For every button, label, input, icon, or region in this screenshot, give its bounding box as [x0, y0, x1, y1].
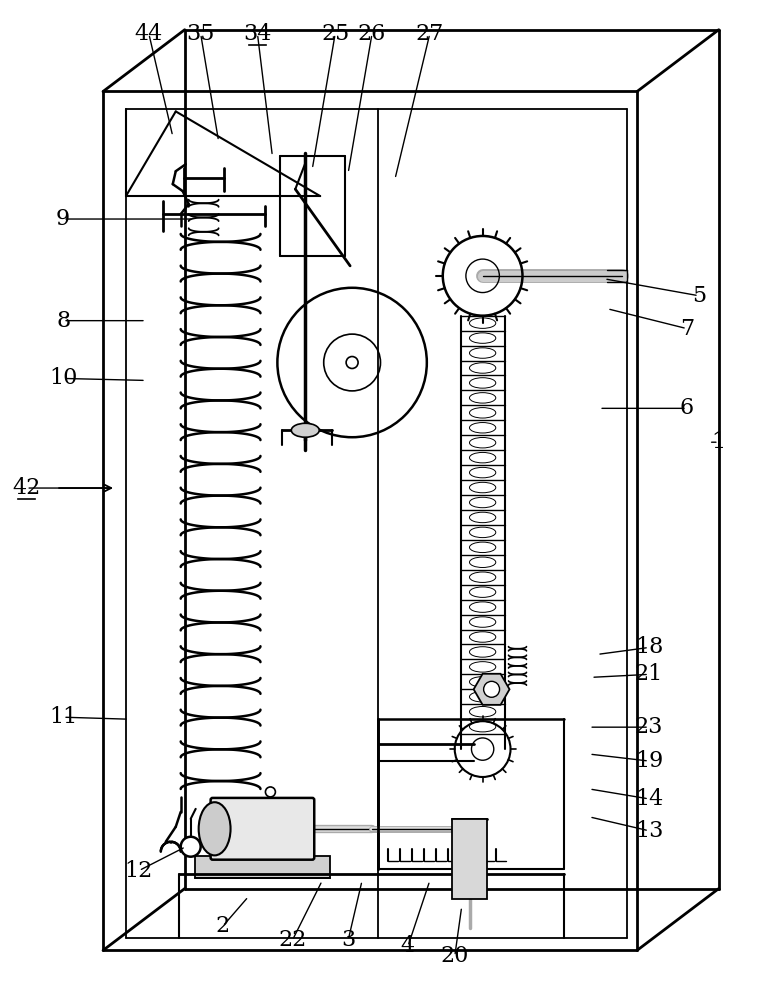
Ellipse shape: [291, 423, 319, 437]
Circle shape: [265, 787, 275, 797]
Polygon shape: [474, 674, 510, 705]
Text: 14: 14: [635, 788, 663, 810]
Text: 4: 4: [401, 935, 415, 957]
Text: 12: 12: [125, 860, 153, 882]
Text: 7: 7: [680, 318, 694, 340]
Text: 21: 21: [635, 663, 663, 685]
Circle shape: [346, 357, 358, 368]
Text: 8: 8: [56, 310, 70, 332]
Text: 10: 10: [49, 367, 78, 389]
Circle shape: [484, 681, 500, 697]
Text: 23: 23: [635, 716, 663, 738]
Text: 6: 6: [680, 397, 694, 419]
FancyBboxPatch shape: [210, 798, 314, 860]
Text: 35: 35: [187, 23, 215, 45]
Text: 44: 44: [135, 23, 163, 45]
Text: 42: 42: [12, 477, 40, 499]
Text: 19: 19: [635, 750, 663, 772]
Text: 18: 18: [635, 636, 663, 658]
Text: 3: 3: [341, 929, 355, 951]
Text: 20: 20: [440, 945, 469, 967]
Text: 11: 11: [49, 706, 77, 728]
Text: 27: 27: [416, 23, 444, 45]
Bar: [194, 856, 330, 878]
Bar: [452, 819, 487, 899]
Text: 5: 5: [692, 285, 706, 307]
Text: 25: 25: [321, 23, 349, 45]
Ellipse shape: [199, 802, 231, 855]
Text: 22: 22: [278, 929, 306, 951]
Text: 34: 34: [243, 23, 271, 45]
Text: 2: 2: [216, 915, 229, 937]
Text: 9: 9: [56, 208, 70, 230]
Text: 1: 1: [712, 431, 726, 453]
Text: 26: 26: [358, 23, 386, 45]
Circle shape: [181, 837, 200, 857]
Text: 13: 13: [635, 820, 663, 842]
